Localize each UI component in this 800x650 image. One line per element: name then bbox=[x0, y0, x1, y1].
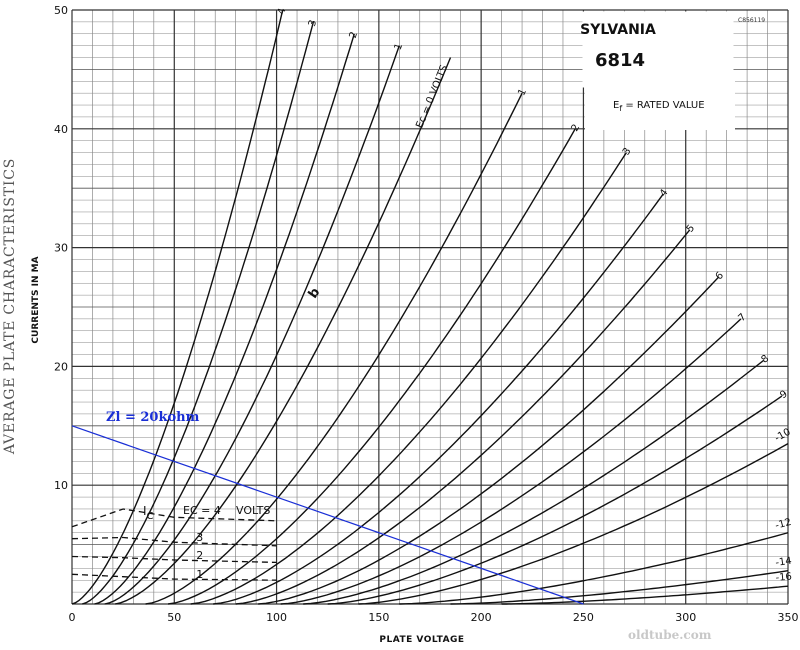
x-tick-label: 0 bbox=[69, 611, 76, 624]
grid-label-c: C bbox=[147, 511, 154, 522]
grid-curve-ec-1 bbox=[71, 573, 277, 581]
note-e: E bbox=[613, 100, 619, 111]
brand-name: SYLVANIA bbox=[580, 22, 656, 38]
plate-curve-ec--5 bbox=[235, 229, 691, 605]
plate-curve-label: 1 bbox=[393, 42, 405, 52]
grid-curve-ec-4 bbox=[71, 508, 277, 528]
plate-curve-label: -14 bbox=[775, 556, 793, 569]
x-tick-label: 200 bbox=[471, 611, 492, 624]
plate-curve-ec--3 bbox=[190, 152, 627, 605]
plate-curve-ec--6 bbox=[258, 276, 719, 605]
plate-curve-ec--4 bbox=[213, 193, 664, 605]
filament-note: Ef = RATED VALUE bbox=[613, 100, 705, 113]
plate-curve-label: -3 bbox=[619, 146, 634, 160]
note-box bbox=[585, 80, 735, 130]
y-tick-label: 20 bbox=[54, 360, 68, 373]
plate-curve-ec--12 bbox=[399, 532, 789, 605]
plate-curve-ec-4 bbox=[71, 9, 284, 605]
b-label: b bbox=[306, 285, 324, 301]
plate-curve-label: -1 bbox=[515, 87, 529, 101]
plate-curve-label: 3 bbox=[307, 19, 319, 28]
grid-ec-label: EC = 4 bbox=[183, 504, 221, 517]
tick-labels: 0 50 100 150 200 250 300 350 10 20 30 40 50 bbox=[54, 4, 799, 624]
load-line-label: Zl = 20kohm bbox=[106, 410, 200, 425]
plate-curve-ec-0 bbox=[114, 57, 452, 605]
x-tick-label: 300 bbox=[675, 611, 696, 624]
grid-current-curves: 3 2 1 bbox=[71, 508, 277, 581]
plate-curve-ec--9 bbox=[327, 395, 783, 605]
plate-curve-ec--1 bbox=[145, 92, 523, 605]
x-tick-label: 150 bbox=[368, 611, 389, 624]
plate-curve-ec-2 bbox=[94, 33, 355, 605]
plate-curve-label: 2 bbox=[348, 30, 360, 39]
minor-gridlines bbox=[72, 10, 788, 604]
plate-curve-ec--14 bbox=[450, 570, 789, 605]
plate-curve-label: -2 bbox=[568, 122, 583, 136]
tube-number-box bbox=[589, 41, 651, 73]
plate-curve-ec-1 bbox=[104, 45, 400, 605]
drawing-code: C856119 bbox=[738, 17, 765, 24]
x-tick-label: 100 bbox=[266, 611, 287, 624]
grid-curve-ec-3 bbox=[71, 536, 277, 547]
load-line bbox=[71, 425, 584, 605]
grid-curve-label: 2 bbox=[196, 549, 203, 562]
plate-curve-ec--2 bbox=[167, 128, 576, 605]
x-tick-label: 250 bbox=[573, 611, 594, 624]
y-tick-label: 50 bbox=[54, 4, 68, 17]
plate-curve-ec--8 bbox=[303, 359, 764, 605]
y-tick-label: 40 bbox=[54, 123, 68, 136]
plate-curve-label: -4 bbox=[656, 187, 671, 202]
x-tick-label: 350 bbox=[778, 611, 799, 624]
x-tick-label: 50 bbox=[167, 611, 181, 624]
note-rated: = RATED VALUE bbox=[622, 100, 704, 111]
plate-curve-ec-3 bbox=[81, 21, 315, 605]
plate-curve-ec--16 bbox=[501, 585, 789, 605]
x-axis-title: PLATE VOLTAGE bbox=[379, 635, 464, 645]
grid-curve-label: 3 bbox=[196, 531, 203, 544]
note-f: f bbox=[619, 104, 622, 113]
grid-current-label: IC bbox=[143, 504, 154, 522]
plate-curve-ec--7 bbox=[280, 318, 742, 605]
grid-label-i: I bbox=[143, 504, 147, 518]
grid-curve-label: 1 bbox=[196, 568, 203, 581]
plate-curve-label: -16 bbox=[775, 571, 792, 583]
watermark: oldtube.com bbox=[628, 628, 712, 642]
load-line-path bbox=[71, 425, 584, 605]
grid-volts-label: VOLTS bbox=[236, 504, 270, 517]
y-tick-label: 30 bbox=[54, 242, 68, 255]
plate-curve-label: -8 bbox=[757, 353, 772, 368]
tube-number: 6814 bbox=[595, 50, 645, 71]
y-axis-title: CURRENTS IN MA bbox=[31, 256, 41, 343]
plate-curve-label: -10 bbox=[773, 427, 793, 445]
chart-title: AVERAGE PLATE CHARACTERISTICS bbox=[2, 158, 18, 455]
y-tick-label: 10 bbox=[54, 479, 68, 492]
plate-curve-label: -12 bbox=[774, 517, 793, 532]
plate-curve-ec--10 bbox=[358, 442, 789, 605]
plate-curve-label: 4 bbox=[276, 7, 288, 16]
grid-curve-ec-2 bbox=[71, 555, 277, 564]
